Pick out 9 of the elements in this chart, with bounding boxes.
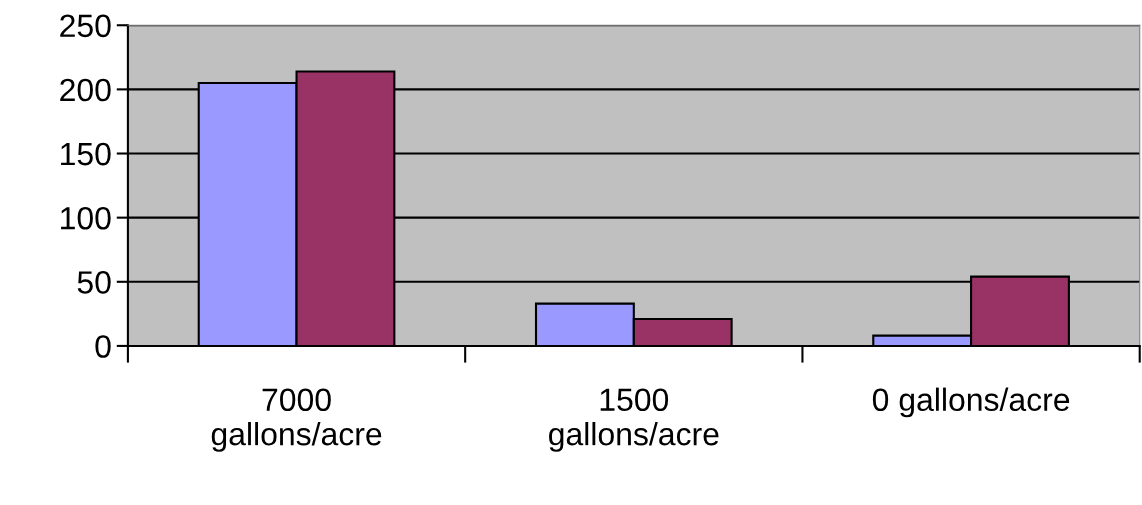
x-tick-label: 0 gallons/acre: [872, 387, 1070, 418]
y-tick-label: 100: [61, 206, 111, 230]
y-tick-label: 200: [60, 78, 111, 102]
y-tick-label: 0: [95, 335, 111, 358]
y-tick-label: 150: [61, 142, 111, 166]
y-tick-label: 50: [77, 271, 111, 294]
x-tick-label: 1500 gallons/acre: [549, 388, 719, 452]
y-tick-label: 250: [60, 14, 111, 38]
x-tick-label: 7000 gallons/acre: [211, 388, 382, 452]
